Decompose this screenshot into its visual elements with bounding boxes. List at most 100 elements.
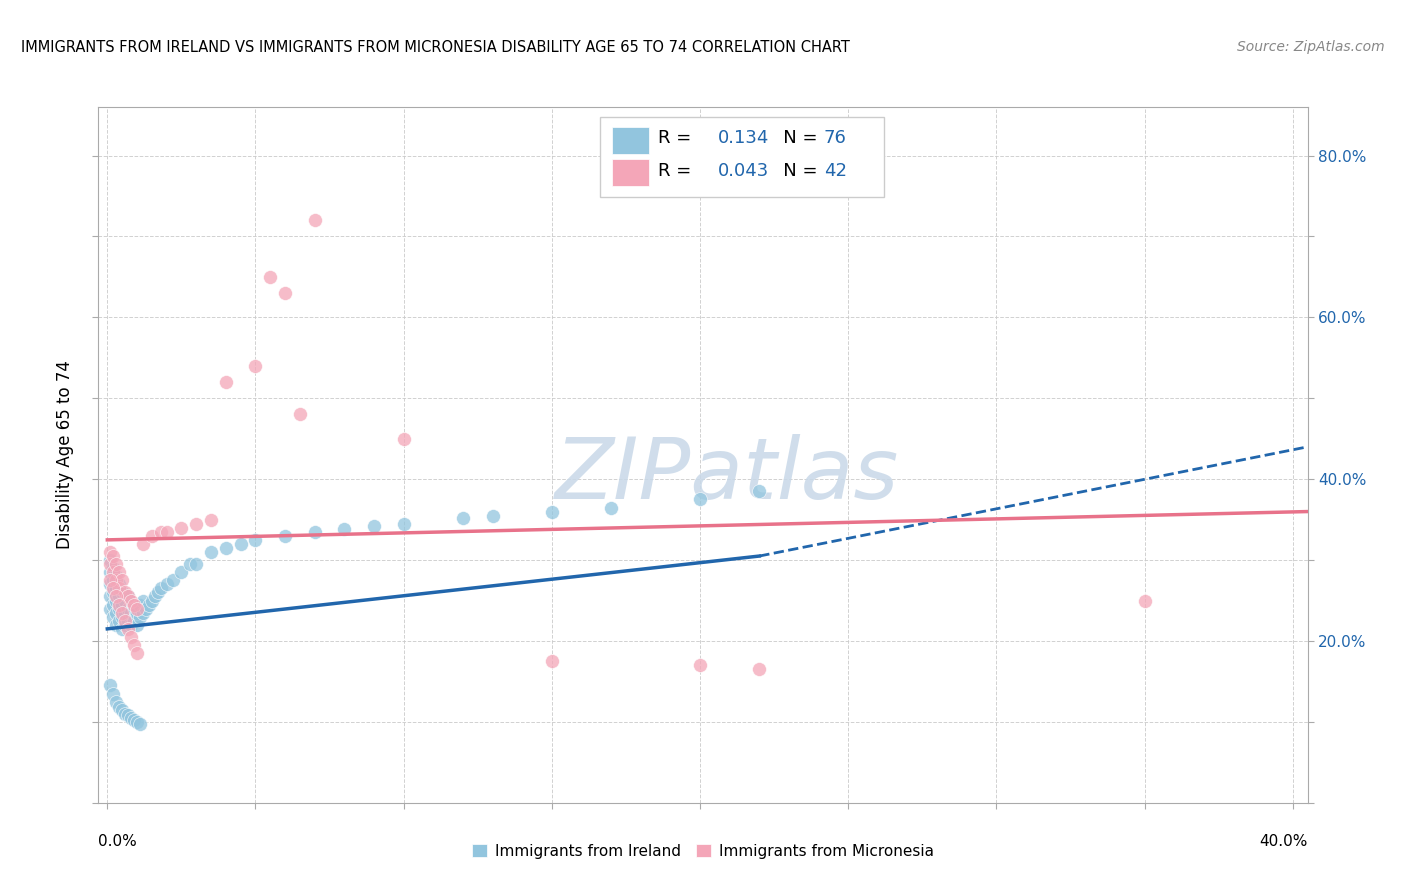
Point (689, 658, 711, 673)
Point (132, 537, 155, 551)
Point (143, 590, 166, 604)
Point (274, 529, 297, 543)
Point (108, 566, 131, 580)
Point (125, 606, 148, 620)
Point (105, 695, 128, 709)
Point (103, 609, 125, 624)
Point (103, 687, 125, 701)
Point (120, 711, 142, 725)
Point (103, 561, 125, 575)
Point (108, 582, 131, 596)
Point (98, 590, 121, 604)
Point (98, 601, 121, 615)
Point (117, 590, 139, 604)
Point (392, 516, 415, 531)
Point (105, 617, 128, 632)
Point (304, 524, 326, 539)
Point (111, 622, 134, 636)
Point (259, 269, 281, 284)
Text: R =: R = (658, 162, 703, 180)
Point (129, 609, 152, 624)
Point (98, 553, 121, 567)
Point (138, 598, 160, 612)
Point (108, 590, 131, 604)
Point (170, 521, 193, 535)
Point (540, 504, 562, 518)
Point (392, 432, 415, 446)
Point (1133, 593, 1156, 607)
Point (132, 606, 155, 620)
Point (120, 617, 142, 632)
Y-axis label: Disability Age 65 to 74: Disability Age 65 to 74 (56, 360, 75, 549)
Point (111, 598, 134, 612)
Text: IMMIGRANTS FROM IRELAND VS IMMIGRANTS FROM MICRONESIA DISABILITY AGE 65 TO 74 CO: IMMIGRANTS FROM IRELAND VS IMMIGRANTS FR… (21, 40, 851, 55)
Point (105, 574, 128, 588)
Point (481, 508, 503, 523)
Text: 0.0%: 0.0% (98, 834, 138, 849)
Point (122, 638, 145, 652)
Point (215, 375, 238, 389)
Point (748, 484, 770, 499)
Point (125, 601, 148, 615)
Point (149, 582, 172, 596)
Text: N =: N = (766, 129, 823, 147)
Point (125, 646, 148, 660)
Point (105, 582, 128, 596)
Point (141, 529, 163, 543)
Point (146, 585, 169, 599)
Point (186, 516, 208, 531)
Point (105, 590, 128, 604)
Point (105, 557, 128, 571)
Point (135, 601, 157, 615)
Point (117, 622, 139, 636)
Point (117, 601, 139, 615)
Legend: Immigrants from Ireland, Immigrants from Micronesia: Immigrants from Ireland, Immigrants from… (465, 838, 941, 864)
Point (122, 598, 145, 612)
Text: 0.043: 0.043 (717, 162, 769, 180)
Text: R =: R = (658, 129, 703, 147)
Point (149, 524, 172, 539)
Point (114, 617, 136, 632)
Point (108, 598, 131, 612)
Text: Source: ZipAtlas.com: Source: ZipAtlas.com (1237, 40, 1385, 54)
Point (114, 706, 136, 721)
Point (105, 569, 128, 583)
Text: 0.134: 0.134 (717, 129, 769, 147)
Point (103, 585, 125, 599)
Point (132, 593, 155, 607)
Point (120, 630, 142, 644)
Text: 76: 76 (824, 129, 846, 147)
Point (200, 513, 222, 527)
Point (304, 213, 326, 227)
Point (111, 574, 134, 588)
Point (111, 609, 134, 624)
FancyBboxPatch shape (600, 118, 884, 197)
Point (245, 359, 267, 373)
Point (111, 585, 134, 599)
Point (98, 577, 121, 591)
Point (129, 598, 152, 612)
Point (274, 286, 297, 301)
Point (117, 590, 139, 604)
FancyBboxPatch shape (613, 128, 648, 153)
Point (120, 606, 142, 620)
Point (229, 537, 252, 551)
Point (120, 593, 142, 607)
Text: 40.0%: 40.0% (1260, 834, 1308, 849)
Point (108, 700, 131, 714)
Point (333, 522, 356, 536)
Point (122, 601, 145, 615)
Point (103, 574, 125, 588)
Point (98, 574, 121, 588)
Point (98, 566, 121, 580)
Point (141, 593, 163, 607)
Point (117, 614, 139, 628)
Point (689, 492, 711, 507)
Text: N =: N = (766, 162, 823, 180)
Point (105, 593, 128, 607)
Point (451, 511, 474, 525)
Point (103, 582, 125, 596)
Point (103, 566, 125, 580)
Point (129, 716, 152, 731)
Point (162, 574, 184, 588)
